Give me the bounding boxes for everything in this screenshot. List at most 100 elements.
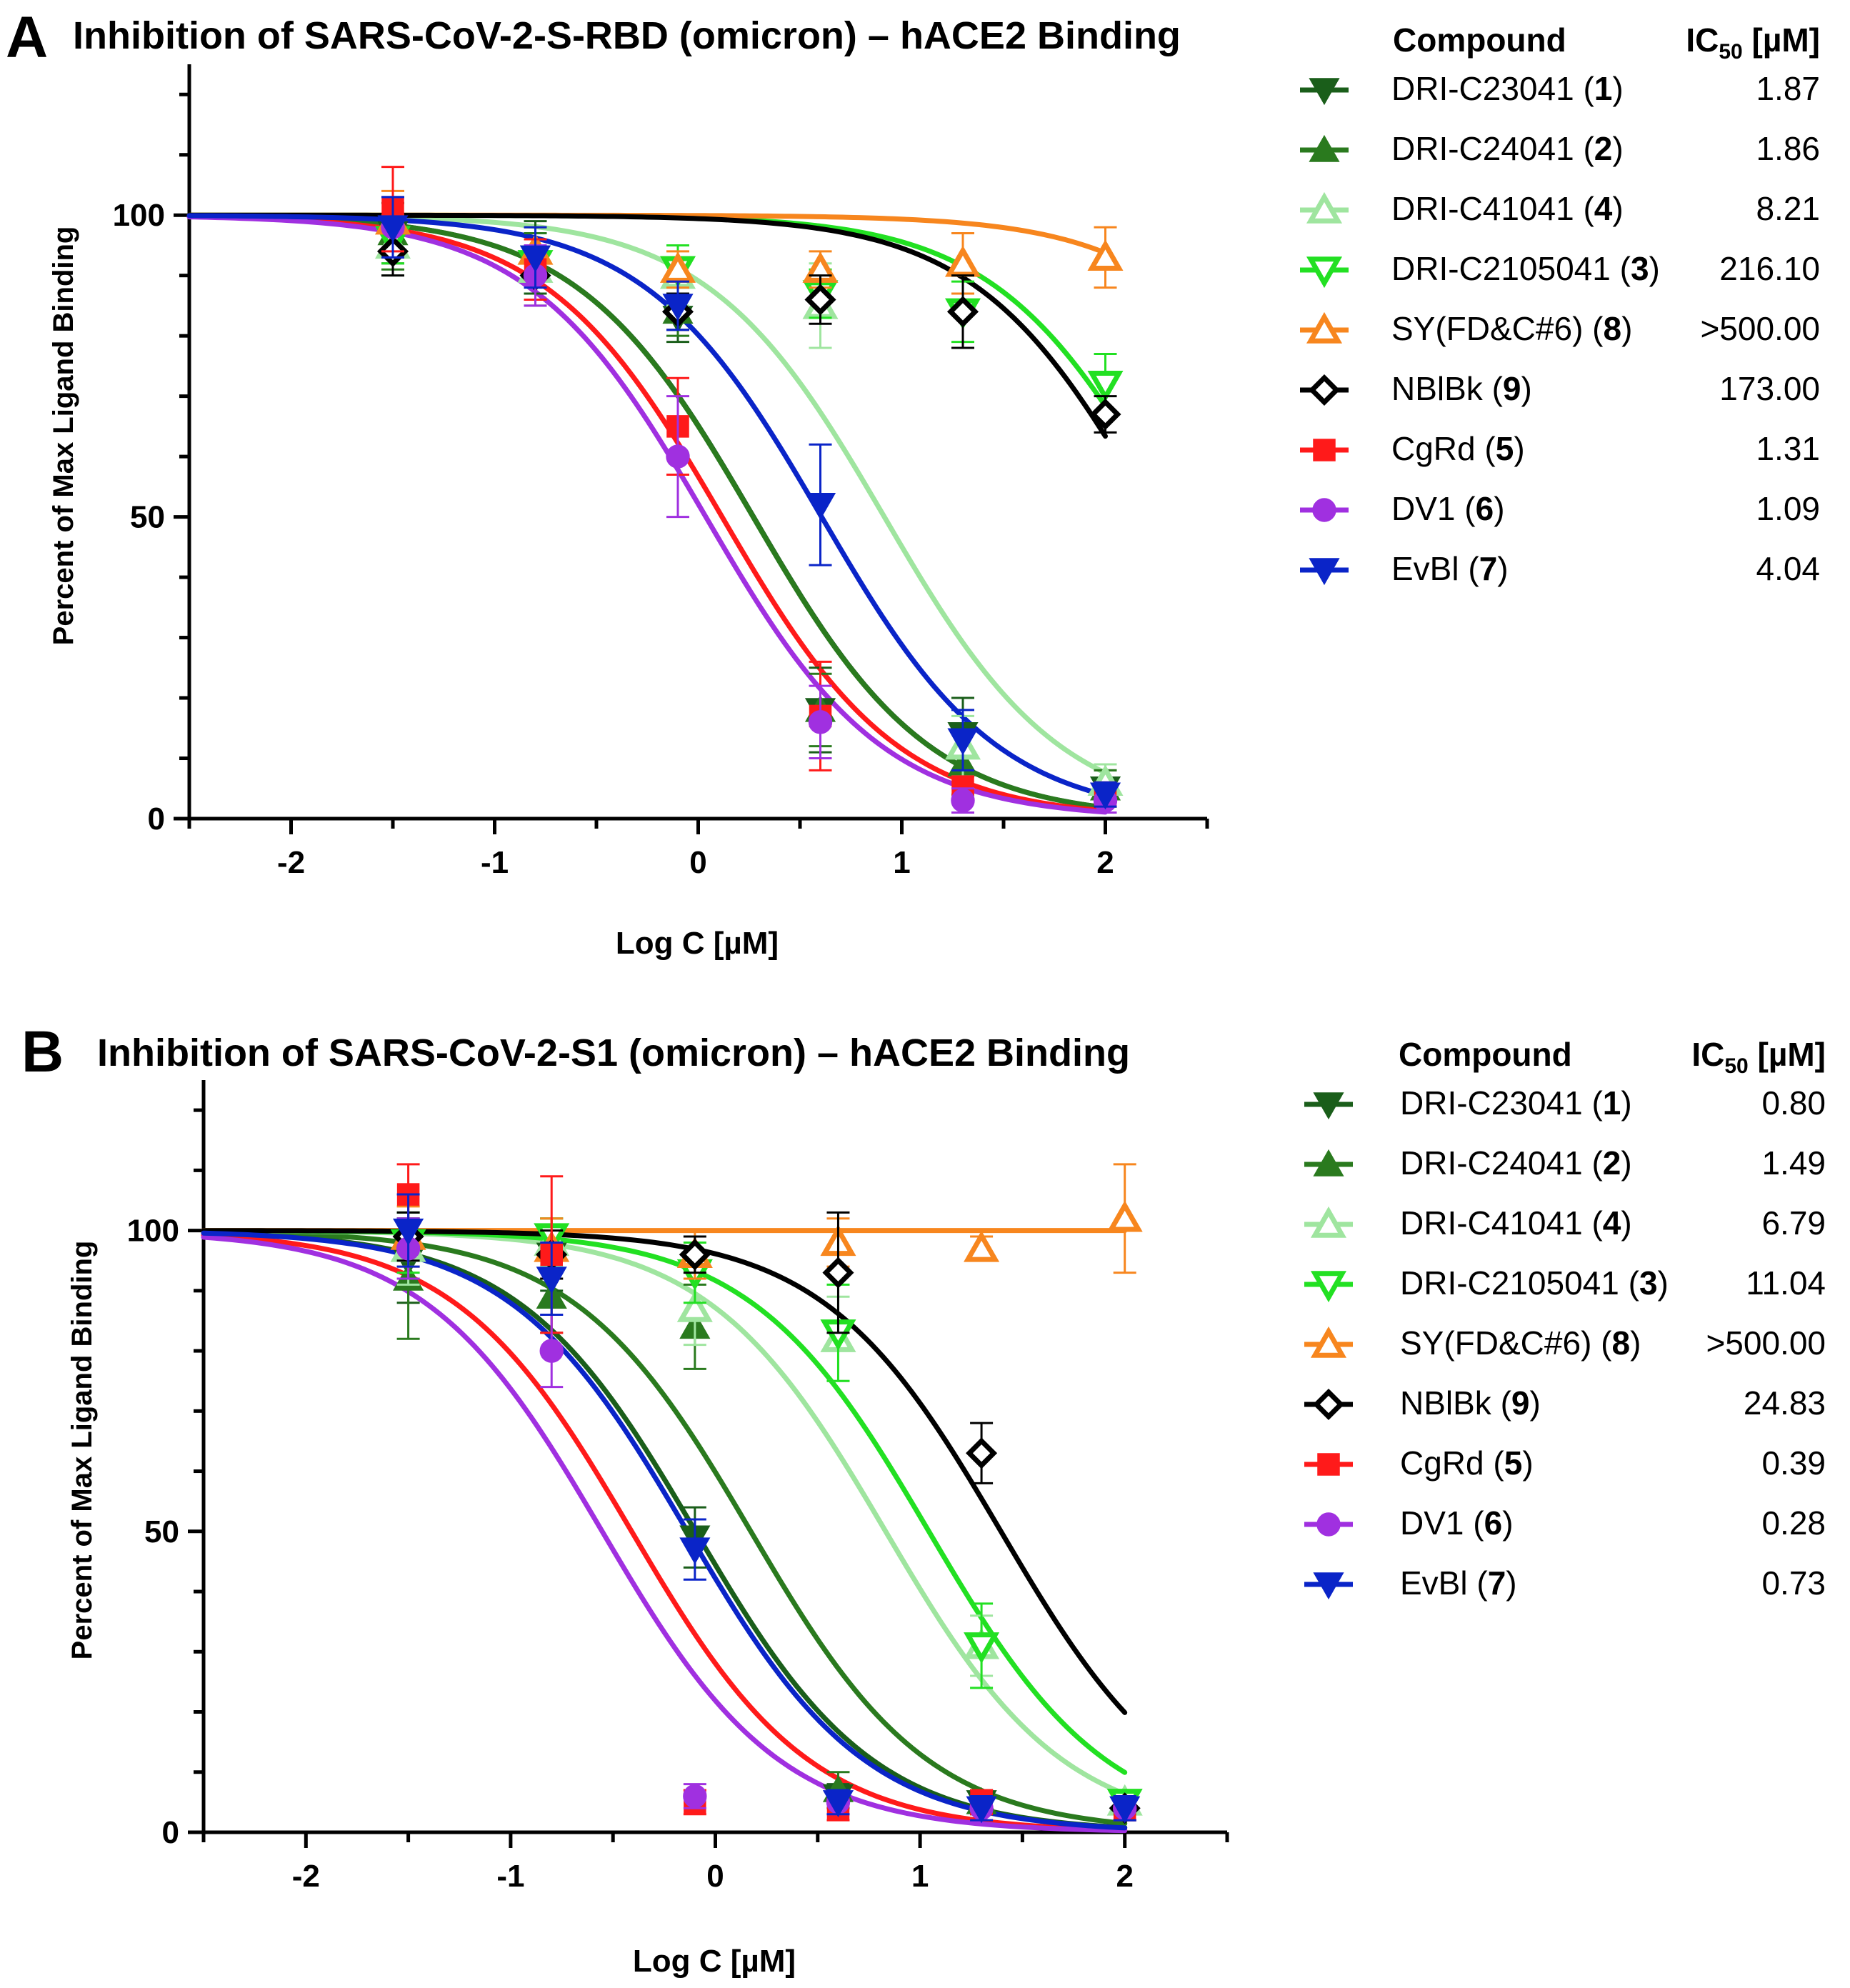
x-tick-label: -1 — [496, 1859, 524, 1894]
x-tick-label: 0 — [689, 845, 706, 880]
data-point-evbl — [966, 1796, 997, 1824]
data-point-nblbk — [946, 296, 979, 328]
legend-entry-nblbk: NBlBk (9) — [1400, 1384, 1541, 1422]
data-point-dri-c2105041 — [1087, 371, 1124, 402]
fit-curve-nblbk — [186, 212, 1108, 439]
data-point-nblbk — [1089, 398, 1121, 431]
x-axis-label: Log C [µM] — [633, 1944, 796, 1979]
legend-marker-dri-c23041 — [1313, 1092, 1344, 1120]
legend-ic50-value: 0.28 — [1761, 1504, 1826, 1542]
fit-curve-evbl — [186, 213, 1108, 798]
y-tick-label: 100 — [113, 198, 165, 233]
data-point-dri-c2105041 — [964, 1632, 1000, 1664]
panel-letter: A — [6, 5, 48, 70]
legend-marker-dv1 — [1316, 1512, 1341, 1537]
legend-entry-dri-c23041: DRI-C23041 (1) — [1391, 70, 1624, 107]
x-tick-label: 0 — [706, 1859, 724, 1894]
legend-ic50-value: 1.87 — [1756, 70, 1820, 107]
axes: 0 50 100 -2 -1 0 1 2 — [127, 1080, 1229, 1894]
data-point-nblbk — [966, 1437, 998, 1469]
legend-entry-dv1: DV1 (6) — [1391, 490, 1505, 527]
legend-marker-sy-fd-c-6- — [1310, 1326, 1347, 1358]
legend-ic50-value: 4.04 — [1756, 550, 1820, 587]
data-point-nblbk — [804, 284, 836, 316]
data-point-dv1 — [951, 788, 975, 813]
legend-marker-dri-c41041 — [1306, 191, 1343, 224]
legend-compound-header: Compound — [1393, 21, 1566, 59]
data-point-evbl — [662, 294, 694, 321]
legend-marker-dri-c23041 — [1309, 78, 1340, 106]
x-axis-label: Log C [µM] — [616, 926, 779, 961]
legend-entry-sy-fd-c-6-: SY(FD&C#6) (8) — [1400, 1324, 1641, 1362]
y-tick-label: 50 — [144, 1514, 179, 1549]
data-point-evbl — [536, 1267, 567, 1294]
fit-curve-dri-c24041 — [201, 1229, 1128, 1827]
data-point-sy-fd-c-6- — [964, 1230, 1000, 1262]
panel-b: B Inhibition of SARS-CoV-2-S1 (omicron) … — [21, 1019, 1826, 1979]
fit-curve-dri-c2105041 — [201, 1228, 1128, 1775]
panel-a: A Inhibition of SARS-CoV-2-S-RBD (omicro… — [6, 5, 1820, 961]
legend-ic50-value: 1.09 — [1756, 490, 1820, 527]
legend-entry-dri-c24041: DRI-C24041 (2) — [1400, 1144, 1632, 1182]
legend-marker-evbl — [1309, 558, 1340, 586]
data-point-dv1 — [539, 1339, 564, 1363]
axes: 0 50 100 -2 -1 0 1 2 — [113, 64, 1209, 880]
legend-ic50-header: IC50 [µM] — [1691, 1036, 1826, 1078]
legend-marker-cgrd — [1317, 1453, 1340, 1476]
x-tick-label: 2 — [1116, 1859, 1133, 1894]
legend-ic50-value: 0.80 — [1761, 1084, 1826, 1122]
data-points — [390, 1163, 1143, 1824]
x-tick-label: 2 — [1096, 845, 1114, 880]
legend: Compound IC50 [µM] DRI-C23041 (1) 0.80 DRI… — [1304, 1036, 1826, 1602]
x-tick-label: -2 — [277, 845, 305, 880]
x-tick-label: 1 — [893, 845, 910, 880]
data-point-evbl — [947, 728, 979, 756]
data-point-dri-c41041 — [676, 1291, 713, 1322]
legend-marker-dri-c41041 — [1310, 1206, 1347, 1238]
data-point-sy-fd-c-6- — [659, 251, 696, 283]
legend-entry-evbl: EvBl (7) — [1391, 550, 1509, 587]
legend-compound-header: Compound — [1399, 1036, 1572, 1073]
legend-marker-nblbk — [1308, 374, 1341, 406]
legend-ic50-header: IC50 [µM] — [1686, 21, 1820, 64]
legend-entry-dri-c24041: DRI-C24041 (2) — [1391, 130, 1624, 167]
legend-marker-cgrd — [1313, 439, 1336, 461]
data-point-evbl — [377, 215, 409, 243]
fit-curve-dri-c23041 — [201, 1230, 1128, 1830]
legend-ic50-value: >500.00 — [1700, 310, 1820, 347]
legend-marker-evbl — [1313, 1572, 1344, 1600]
data-point-evbl — [822, 1790, 854, 1817]
legend-marker-dv1 — [1312, 498, 1336, 522]
data-point-dv1 — [808, 710, 833, 734]
data-point-sy-fd-c-6- — [1087, 239, 1124, 271]
y-tick-label: 100 — [127, 1214, 179, 1249]
legend-ic50-value: >500.00 — [1706, 1324, 1826, 1362]
legend-ic50-value: 11.04 — [1746, 1264, 1826, 1302]
legend-entry-dri-c41041: DRI-C41041 (4) — [1391, 190, 1624, 227]
y-tick-label: 0 — [148, 801, 165, 836]
data-point-nblbk — [679, 1239, 711, 1271]
legend-ic50-value: 0.39 — [1761, 1444, 1826, 1482]
x-tick-label: -2 — [292, 1859, 320, 1894]
data-point-nblbk — [822, 1257, 854, 1289]
fit-curve-evbl — [201, 1230, 1128, 1831]
legend-marker-dri-c24041 — [1313, 1149, 1344, 1177]
legend-ic50-value: 1.31 — [1756, 430, 1820, 467]
fit-curve-dv1 — [201, 1234, 1128, 1834]
legend-ic50-value: 6.79 — [1761, 1204, 1826, 1242]
fit-curves — [201, 1228, 1128, 1834]
y-axis-label: Percent of Max Ligand Binding — [48, 226, 79, 646]
legend-entry-dri-c41041: DRI-C41041 (4) — [1400, 1204, 1632, 1242]
legend-ic50-value: 0.73 — [1761, 1564, 1826, 1602]
fit-curve-cgrd — [201, 1232, 1128, 1833]
data-points — [374, 166, 1124, 814]
x-tick-label: -1 — [481, 845, 509, 880]
legend-ic50-value: 173.00 — [1719, 370, 1820, 407]
data-point-evbl — [1109, 1796, 1141, 1824]
legend-marker-dri-c24041 — [1309, 134, 1340, 162]
data-point-evbl — [1089, 782, 1121, 810]
legend-entry-cgrd: CgRd (5) — [1400, 1444, 1534, 1482]
legend-entry-dri-c2105041: DRI-C2105041 (3) — [1400, 1264, 1669, 1302]
data-point-sy-fd-c-6- — [1106, 1200, 1143, 1232]
